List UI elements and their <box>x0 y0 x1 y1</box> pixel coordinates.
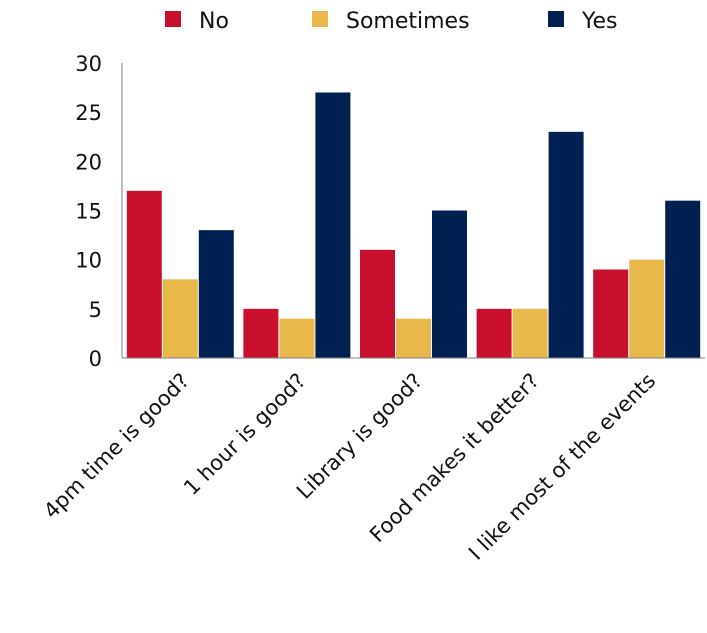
legend-swatch-no <box>165 11 181 27</box>
bar-sometimes-5 <box>629 259 665 358</box>
bar-no-4 <box>476 308 512 358</box>
y-tick-label: 25 <box>75 101 102 125</box>
x-category-label: 1 hour is good? <box>179 369 310 500</box>
bar-no-5 <box>593 269 629 358</box>
legend-swatch-sometimes <box>312 11 328 27</box>
bar-yes-1 <box>198 230 234 358</box>
x-category-label: 4pm time is good? <box>39 369 194 524</box>
legend-label-sometimes: Sometimes <box>346 9 470 34</box>
y-tick-label: 30 <box>75 52 102 76</box>
bar-no-3 <box>360 249 395 358</box>
legend-label-no: No <box>199 9 229 34</box>
y-tick-label: 15 <box>75 200 102 224</box>
bar-sometimes-1 <box>162 279 198 358</box>
y-tick-label: 5 <box>89 298 102 322</box>
bar-no-2 <box>243 308 279 358</box>
bar-no-1 <box>126 190 162 358</box>
x-category-label: Library is good? <box>292 369 427 504</box>
bar-yes-5 <box>665 200 701 358</box>
y-tick-label: 20 <box>75 150 102 174</box>
bar-sometimes-2 <box>279 318 315 358</box>
x-category-label: I like most of the events <box>464 369 660 565</box>
y-tick-label: 10 <box>75 249 102 273</box>
bar-yes-4 <box>548 131 584 358</box>
bar-yes-2 <box>315 92 351 358</box>
legend-label-yes: Yes <box>581 9 618 34</box>
y-tick-label: 0 <box>89 347 102 371</box>
bar-sometimes-3 <box>396 318 431 358</box>
bar-yes-3 <box>432 210 467 358</box>
bar-sometimes-4 <box>512 308 548 358</box>
legend-swatch-yes <box>548 11 564 27</box>
